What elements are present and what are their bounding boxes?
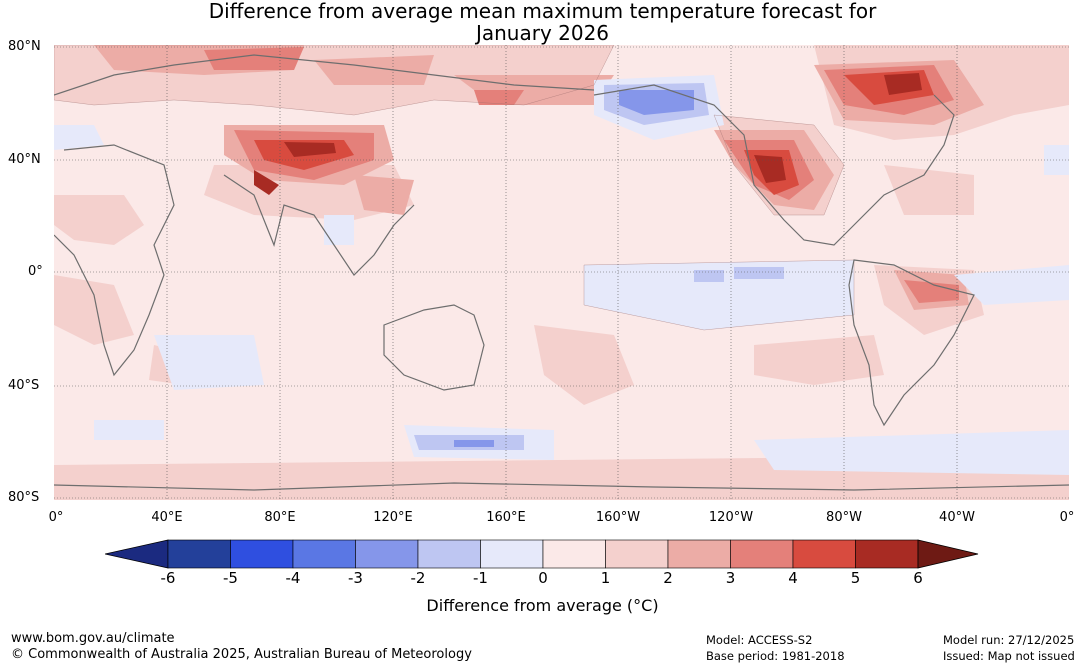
anomaly-map: [54, 45, 1069, 500]
map-title-line-2: January 2026: [475, 21, 610, 45]
colorbar-tick-label: 5: [850, 569, 861, 587]
colorbar-label: Difference from average (°C): [426, 596, 659, 615]
colorbar-high-extend: [917, 539, 979, 569]
colorbar-tick-label: -1: [473, 569, 488, 587]
lat-label-40s: 40°S: [8, 378, 40, 393]
colorbar-tick-label: -3: [348, 569, 363, 587]
lat-label-40n: 40°N: [8, 152, 41, 167]
lat-label-80s: 80°S: [8, 490, 40, 505]
lat-label-80n: 80°N: [8, 39, 41, 54]
anomaly-band-5-6: [254, 73, 922, 195]
anomaly-band-minus-1-0: [54, 75, 1069, 475]
colorbar-segment: [667, 539, 731, 569]
lon-label-40w: 40°W: [939, 510, 975, 525]
colorbar-tick-label: 6: [913, 569, 923, 587]
colorbar-tick-label: -4: [285, 569, 301, 587]
colorbar-segment: [355, 539, 419, 569]
footer-model: Model: ACCESS-S2: [706, 633, 813, 647]
colorbar-tick-label: 1: [600, 569, 611, 587]
lon-label-0: 0°: [48, 510, 64, 525]
footer-base-period: Base period: 1981-2018: [706, 649, 845, 663]
colorbar-segment: [855, 539, 919, 569]
lon-label-120e: 120°E: [373, 510, 413, 525]
footer-url: www.bom.gov.au/climate: [11, 631, 175, 646]
lon-label-0-east: 0°: [1059, 510, 1075, 525]
colorbar-segment: [542, 539, 606, 569]
footer-model-run: Model run: 27/12/2025: [943, 633, 1075, 647]
colorbar-tick-label: 2: [663, 569, 673, 587]
colorbar-tick-label: 0: [538, 569, 548, 587]
colorbar: [105, 539, 979, 569]
coastlines: [54, 54, 1069, 491]
lon-label-80w: 80°W: [826, 510, 862, 525]
graticule: [54, 45, 1069, 500]
colorbar-tick-label: -2: [410, 569, 426, 587]
colorbar-tick-label: 3: [725, 569, 736, 587]
colorbar-segment: [230, 539, 294, 569]
colorbar-low-extend: [105, 539, 169, 569]
lon-label-80e: 80°E: [264, 510, 296, 525]
lat-label-equator: 0°: [28, 264, 43, 279]
colorbar-tick-label: -6: [160, 569, 176, 587]
colorbar-segment: [167, 539, 231, 569]
lon-label-160e: 160°E: [486, 510, 526, 525]
colorbar-segment: [292, 539, 356, 569]
anomaly-band-minus-3-minus-2: [454, 90, 694, 447]
colorbar-segment: [480, 539, 544, 569]
colorbar-segment: [730, 539, 794, 569]
colorbar-segment: [605, 539, 669, 569]
footer-copyright: © Commonwealth of Australia 2025, Austra…: [11, 647, 472, 662]
lon-label-160w: 160°W: [595, 510, 641, 525]
colorbar-tick-label: -5: [223, 569, 238, 587]
lon-label-40e: 40°E: [151, 510, 183, 525]
footer-issued: Issued: Map not issued: [943, 649, 1075, 663]
colorbar-segment: [792, 539, 856, 569]
colorbar-tick-label: 4: [788, 569, 798, 587]
map-title-line-1: Difference from average mean maximum tem…: [208, 0, 877, 23]
lon-label-120w: 120°W: [708, 510, 754, 525]
colorbar-segment: [417, 539, 481, 569]
